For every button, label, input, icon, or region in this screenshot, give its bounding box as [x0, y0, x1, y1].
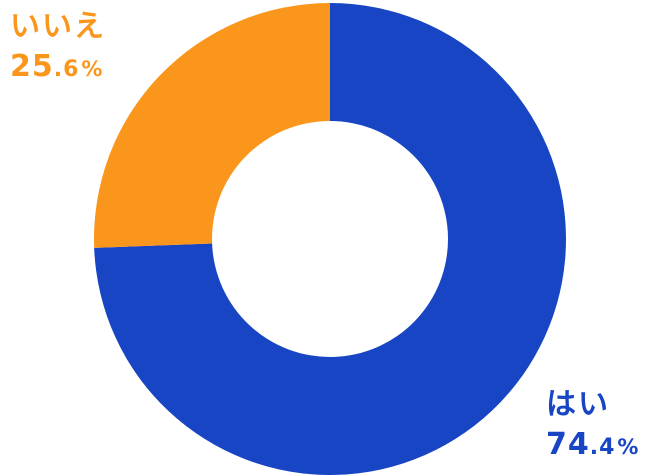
slice-label-yes-int: 74 [546, 427, 590, 462]
slice-label-no-dec: .6 [53, 57, 80, 82]
slice-label-no: いいえ 25.6% [10, 12, 106, 82]
slice-label-yes: はい 74.4% [546, 390, 639, 460]
slice-yes [94, 3, 567, 475]
slice-label-no-int: 25 [10, 49, 54, 84]
slice-label-yes-value: 74.4% [546, 430, 639, 460]
slice-no [94, 3, 330, 248]
slice-label-yes-name: はい [546, 387, 610, 422]
slice-label-no-value: 25.6% [10, 52, 106, 82]
slice-label-no-unit: % [81, 57, 104, 81]
slice-label-yes-unit: % [617, 435, 640, 459]
slice-label-no-name: いいえ [10, 9, 106, 44]
slice-label-yes-dec: .4 [589, 435, 616, 460]
